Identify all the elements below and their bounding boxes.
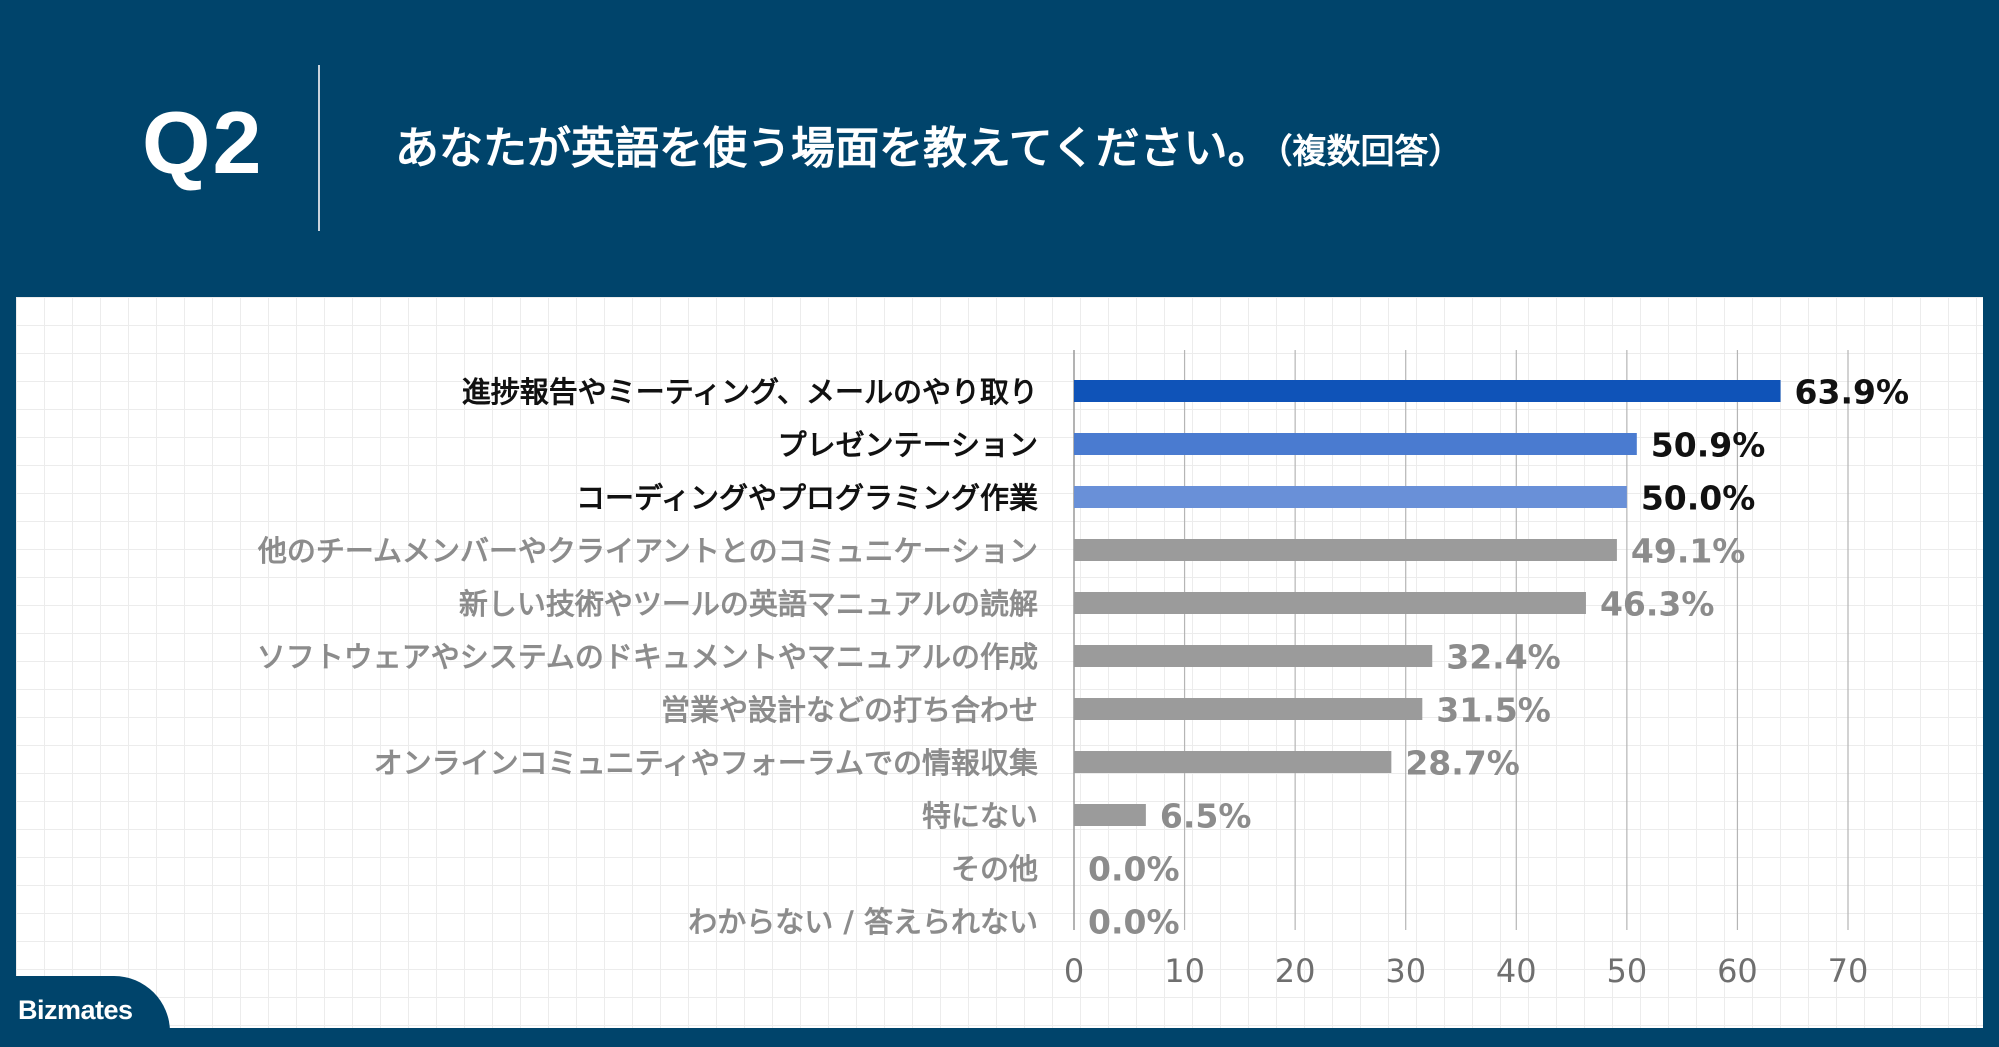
question-title-text: あなたが英語を使う場面を教えてください。 <box>395 123 1272 174</box>
question-number: Q2 <box>142 93 264 192</box>
bar-8 <box>1074 751 1392 773</box>
category-label: 特にない <box>922 799 1038 833</box>
category-label: 他のチームメンバーやクライアントとのコミュニケーション <box>257 534 1038 568</box>
bottom-bar <box>0 1028 1999 1047</box>
category-label: ソフトウェアやシステムのドキュメントやマニュアルの作成 <box>257 640 1038 674</box>
value-label: 32.4% <box>1446 638 1561 677</box>
bar-9 <box>1074 804 1146 826</box>
logo-tab <box>0 976 170 1032</box>
category-label: プレゼンテーション <box>778 428 1038 462</box>
value-label: 63.9% <box>1795 373 1910 412</box>
x-tick-label-30: 30 <box>1385 952 1426 990</box>
value-label: 28.7% <box>1405 744 1520 783</box>
category-label: その他 <box>951 852 1038 886</box>
value-label: 31.5% <box>1436 691 1551 730</box>
value-label: 6.5% <box>1160 797 1252 836</box>
value-label: 0.0% <box>1088 903 1180 942</box>
category-label: コーディングやプログラミング作業 <box>576 481 1038 515</box>
x-tick-label-20: 20 <box>1275 952 1316 990</box>
chart-panel <box>16 297 1983 1028</box>
x-tick-label-50: 50 <box>1606 952 1647 990</box>
x-tick-label-0: 0 <box>1064 952 1084 990</box>
value-label: 46.3% <box>1600 585 1715 624</box>
category-label: 営業や設計などの打ち合わせ <box>661 693 1038 727</box>
value-label: 50.9% <box>1651 426 1766 465</box>
value-label: 49.1% <box>1631 532 1746 571</box>
bar-3 <box>1074 486 1627 508</box>
bar-2 <box>1074 433 1637 455</box>
x-tick-label-60: 60 <box>1717 952 1758 990</box>
question-title: あなたが英語を使う場面を教えてください。 （複数回答） <box>395 112 1462 176</box>
header: Q2 あなたが英語を使う場面を教えてください。 （複数回答） <box>0 0 1999 295</box>
x-tick-label-10: 10 <box>1164 952 1205 990</box>
value-label: 0.0% <box>1088 850 1180 889</box>
bar-7 <box>1074 698 1423 720</box>
x-tick-label-70: 70 <box>1828 952 1869 990</box>
category-label: オンラインコミュニティやフォーラムでの情報収集 <box>374 746 1039 780</box>
question-title-note: （複数回答） <box>1275 132 1463 172</box>
category-label: わからない / 答えられない <box>688 905 1038 939</box>
bar-1 <box>1074 380 1781 402</box>
x-tick-label-40: 40 <box>1496 952 1537 990</box>
bar-6 <box>1074 645 1433 667</box>
bar-4 <box>1074 539 1617 561</box>
bar-5 <box>1074 592 1586 614</box>
category-label: 進捗報告やミーティング、メールのやり取り <box>462 375 1038 409</box>
header-divider <box>318 65 320 231</box>
bizmates-logo: Bizmates <box>18 995 133 1025</box>
category-label: 新しい技術やツールの英語マニュアルの読解 <box>459 587 1038 621</box>
value-label: 50.0% <box>1641 479 1756 518</box>
